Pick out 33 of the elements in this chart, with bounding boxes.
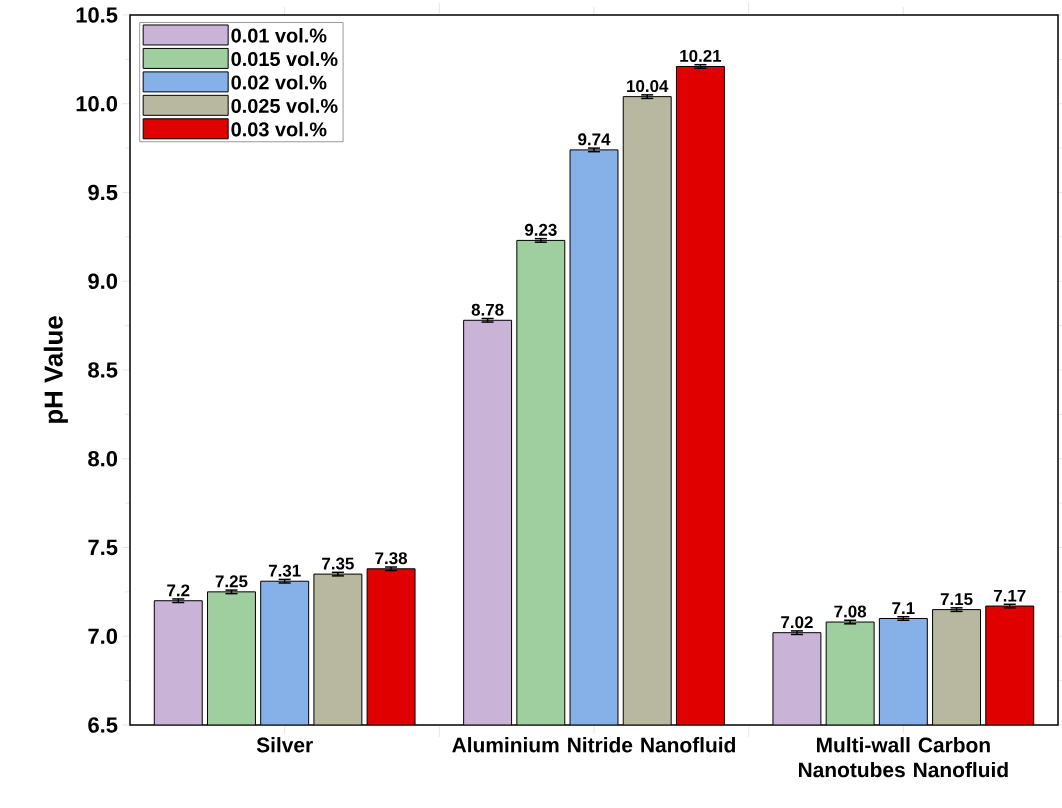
y-tick-label: 10.0 [76, 95, 118, 112]
legend-label: 0.03 vol.% [231, 121, 327, 137]
data-label: 7.38 [375, 552, 408, 565]
data-label: 10.21 [680, 49, 722, 62]
data-label: 8.78 [471, 303, 504, 316]
data-label: 7.17 [994, 589, 1026, 602]
data-label: 9.74 [578, 133, 611, 146]
legend-label: 0.01 vol.% [231, 28, 327, 43]
data-label: 9.23 [524, 223, 557, 236]
y-axis-title: pH Value [43, 316, 68, 423]
y-tick-label: 8.5 [88, 362, 118, 378]
legend-label: 0.015 vol.% [231, 51, 338, 67]
data-label: 10.04 [627, 80, 669, 93]
x-tick-label: Aluminium Nitride Nanofluid [452, 737, 736, 753]
data-label: 7.31 [268, 564, 301, 577]
legend-label: 0.025 vol.% [231, 98, 338, 113]
y-tick-label: 10.5 [76, 7, 118, 23]
x-tick-label: Multi-wall Carbon Nanotubes Nanofluid [798, 737, 1008, 778]
y-tick-label: 8.0 [88, 450, 118, 467]
data-label: 7.02 [781, 616, 813, 629]
data-label: 7.25 [215, 575, 248, 588]
legend-label: 0.02 vol.% [231, 74, 327, 90]
y-tick-label: 7.0 [88, 628, 118, 644]
y-tick-label: 9.0 [88, 273, 118, 289]
y-tick-label: 6.5 [88, 717, 118, 733]
y-tick-label: 9.5 [88, 184, 118, 201]
x-tick-label: Silver [256, 737, 313, 753]
y-tick-label: 7.5 [88, 539, 118, 556]
data-label: 7.35 [322, 557, 354, 570]
data-label: 7.08 [834, 605, 867, 618]
data-label: 7.2 [167, 584, 190, 597]
data-label: 7.1 [892, 602, 915, 614]
data-label: 7.15 [940, 593, 973, 606]
